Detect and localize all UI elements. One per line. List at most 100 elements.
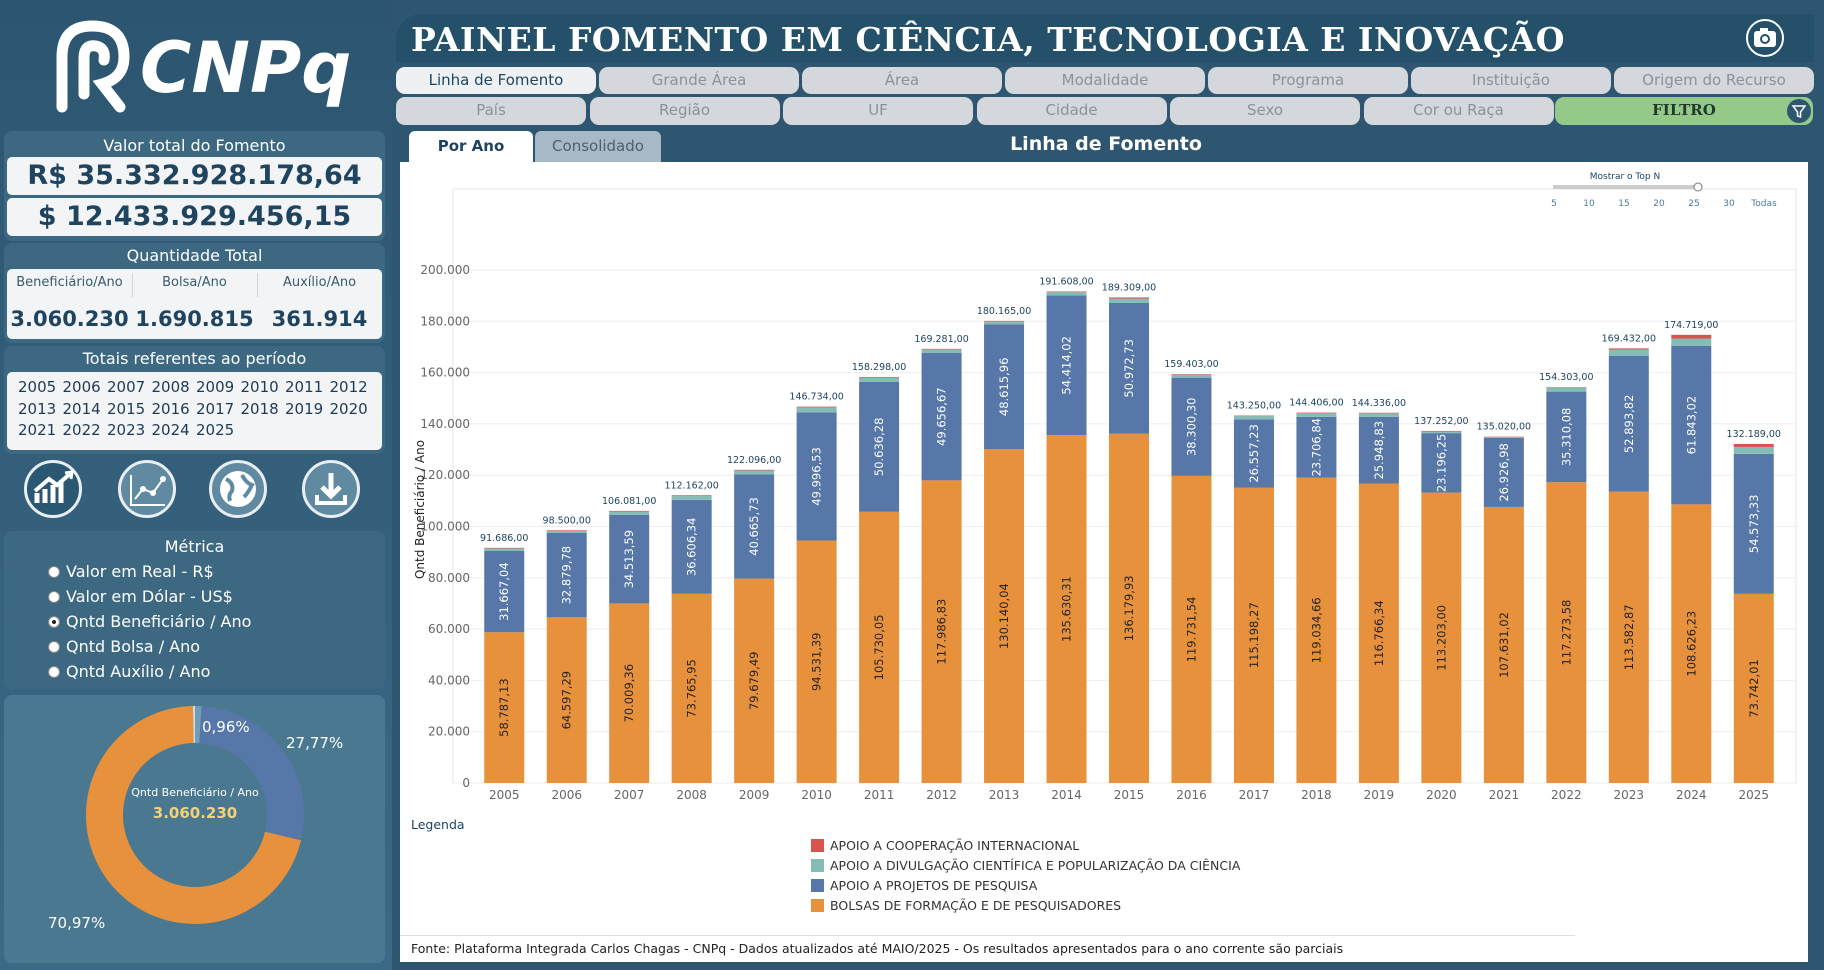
bar-segment[interactable] [1358,416,1399,484]
bar-segment[interactable] [734,578,775,783]
slider-track[interactable] [1553,185,1698,189]
bar-segment[interactable] [1483,436,1524,438]
period-year-2012[interactable]: 2012 [329,378,368,396]
bar-segment[interactable] [1608,349,1649,356]
camera-icon[interactable] [1746,19,1784,57]
bar-segment[interactable] [1546,387,1587,392]
period-year-2007[interactable]: 2007 [107,378,146,396]
bar-segment[interactable] [1046,291,1087,293]
period-year-2008[interactable]: 2008 [151,378,190,396]
tab-uf[interactable]: UF [783,97,973,125]
bar-segment[interactable] [984,449,1025,783]
bar-segment[interactable] [734,470,775,475]
bar-segment[interactable] [1483,506,1524,783]
top-n-slider[interactable]: Mostrar o Top N 5 10 15 20 25 30 Todas [1551,172,1777,209]
bar-segment[interactable] [984,320,1025,322]
tab-origem-do-recurso[interactable]: Origem do Recurso [1614,67,1814,94]
period-year-2017[interactable]: 2017 [196,399,235,418]
period-year-2018[interactable]: 2018 [240,399,279,418]
bar-segment[interactable] [609,514,650,604]
tab-instituição[interactable]: Instituição [1411,67,1611,94]
tab-sexo[interactable]: Sexo [1170,97,1360,125]
bar-segment[interactable] [796,407,837,413]
period-year-2013[interactable]: 2013 [18,399,57,418]
bar-segment[interactable] [1296,413,1337,417]
bar-segment[interactable] [796,540,837,783]
bar-segment[interactable] [1421,430,1462,432]
bar-segment[interactable] [1109,433,1149,783]
tab-modalidade[interactable]: Modalidade [1005,67,1205,94]
bar-segment[interactable] [921,480,962,783]
tab-cidade[interactable]: Cidade [976,97,1167,125]
metric-option-beneficiario[interactable]: Qntd Beneficiário / Ano [48,612,251,631]
bar-segment[interactable] [484,547,525,549]
radio-button[interactable] [48,566,60,578]
globe-icon[interactable] [209,460,267,518]
bar-segment[interactable] [1733,446,1774,454]
legend-item[interactable]: BOLSAS DE FORMAÇÃO E DE PESQUISADORES [811,898,1121,913]
tab-região[interactable]: Região [589,97,780,125]
bar-segment[interactable] [1046,292,1087,296]
period-year-2023[interactable]: 2023 [107,421,146,439]
bar-segment[interactable] [1296,412,1337,414]
bar-segment[interactable] [1671,334,1712,339]
bar-segment[interactable] [484,550,525,633]
bar-segment[interactable] [921,348,962,350]
funnel-icon[interactable] [1787,99,1811,123]
period-year-2006[interactable]: 2006 [62,378,101,396]
legend-item[interactable]: APOIO A DIVULGAÇÃO CIENTÍFICA E POPULARI… [811,858,1240,873]
bar-segment[interactable] [1733,453,1774,594]
bar-segment[interactable] [484,548,525,551]
bar-segment[interactable] [1046,295,1087,436]
tab-cor-ou-raça[interactable]: Cor ou Raça [1363,97,1554,125]
bar-segment[interactable] [1358,413,1399,417]
metric-option-auxilio[interactable]: Qntd Auxílio / Ano [48,662,210,681]
period-year-2020[interactable]: 2020 [329,399,368,418]
bar-segment[interactable] [796,406,837,408]
bar-segment[interactable] [1608,348,1649,350]
bar-segment[interactable] [1171,374,1212,378]
period-year-2025[interactable]: 2025 [196,421,235,439]
bar-segment[interactable] [1421,492,1462,783]
tab-país[interactable]: País [396,97,586,125]
bar-segment[interactable] [796,412,837,541]
period-year-2022[interactable]: 2022 [62,421,101,439]
bar-segment[interactable] [1109,302,1149,434]
bar-segment[interactable] [1358,483,1399,783]
bar-segment[interactable] [984,321,1025,325]
bar-segment[interactable] [1233,415,1274,417]
tab-área[interactable]: Área [802,67,1002,94]
bar-segment[interactable] [671,496,712,500]
bar-segment[interactable] [546,531,587,533]
bar-segment[interactable] [921,349,962,353]
bar-segment[interactable] [671,495,712,497]
donut-slice[interactable] [199,706,304,841]
radio-button-selected[interactable] [48,616,60,628]
trend-chart-icon[interactable] [24,460,82,518]
legend-item[interactable]: APOIO A PROJETOS DE PESQUISA [811,878,1037,893]
bar-segment[interactable] [1608,491,1649,783]
bar-segment[interactable] [1358,412,1399,414]
bar-segment[interactable] [734,474,775,579]
bar-segment[interactable] [984,324,1025,450]
period-year-2019[interactable]: 2019 [285,399,324,418]
bar-segment[interactable] [1671,345,1712,505]
period-year-2016[interactable]: 2016 [151,399,190,418]
filter-button[interactable]: FILTRO [1555,97,1813,125]
line-chart-icon[interactable] [118,460,176,518]
period-year-2021[interactable]: 2021 [18,421,57,439]
radio-button[interactable] [48,641,60,653]
bar-segment[interactable] [1421,433,1462,493]
slider-handle[interactable] [1693,182,1703,192]
bar-segment[interactable] [859,377,900,382]
bar-segment[interactable] [1733,443,1774,447]
bar-segment[interactable] [484,632,525,783]
bar-segment[interactable] [1421,431,1462,434]
legend-item[interactable]: APOIO A COOPERAÇÃO INTERNACIONAL [811,838,1079,853]
bar-segment[interactable] [1733,593,1774,783]
bar-segment[interactable] [1546,482,1587,783]
bar-segment[interactable] [859,511,900,783]
bar-segment[interactable] [734,469,775,471]
bar-segment[interactable] [1483,437,1524,438]
bar-segment[interactable] [1608,355,1649,492]
